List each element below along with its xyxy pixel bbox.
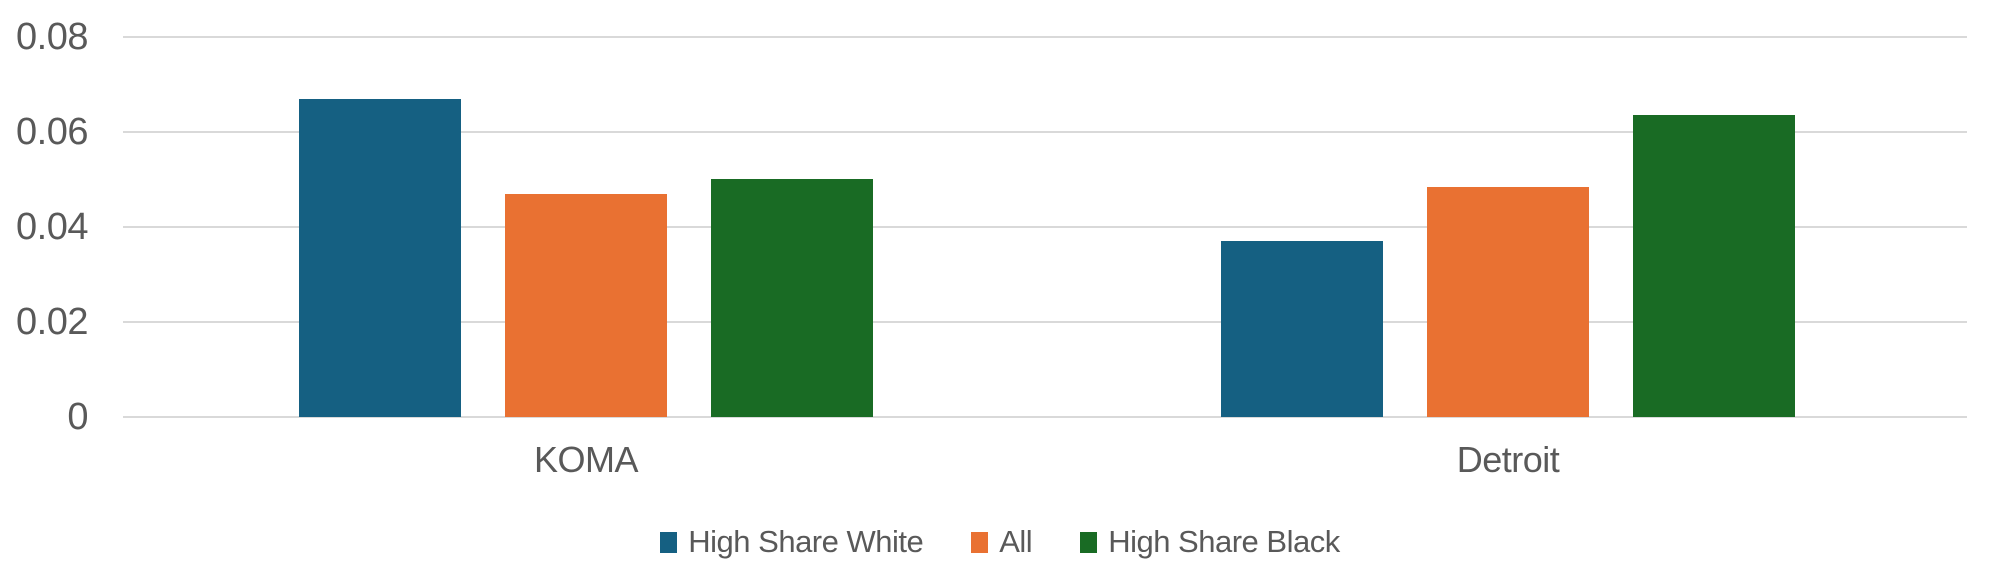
y-axis-tick-label-0.04: 0.04	[16, 206, 88, 248]
bar-koma-all	[505, 194, 667, 417]
bar-detroit-all	[1427, 187, 1589, 417]
legend-label-all: All	[999, 524, 1033, 559]
y-axis-tick-label-0.02: 0.02	[16, 301, 88, 343]
legend: High Share White All High Share Black	[0, 522, 2000, 562]
legend-swatch-high-share-white	[660, 531, 678, 553]
bar-koma-high-share-white	[299, 99, 461, 417]
legend-label-high-share-black: High Share Black	[1108, 524, 1340, 559]
category-label-koma: KOMA	[533, 439, 639, 480]
gridline-0.04	[123, 226, 1967, 228]
legend-item-high-share-black: High Share Black	[1080, 524, 1340, 560]
y-axis-tick-label-0.08: 0.08	[16, 16, 88, 58]
legend-swatch-high-share-black	[1080, 531, 1098, 553]
y-axis-tick-label-0: 0	[67, 396, 88, 438]
legend-item-high-share-white: High Share White	[660, 524, 924, 560]
gridline-0.06	[123, 131, 1967, 133]
bar-detroit-high-share-white	[1221, 241, 1383, 417]
gridline-0.02	[123, 321, 1967, 323]
y-axis-tick-label-0.06: 0.06	[16, 111, 88, 153]
gridline-0.08	[123, 36, 1967, 38]
legend-label-high-share-white: High Share White	[688, 524, 924, 559]
category-label-detroit: Detroit	[1456, 439, 1560, 480]
legend-item-all: All	[971, 524, 1033, 560]
legend-swatch-all	[971, 531, 989, 553]
bar-detroit-high-share-black	[1633, 115, 1795, 417]
gridline-0	[123, 416, 1967, 418]
bar-koma-high-share-black	[711, 179, 873, 417]
